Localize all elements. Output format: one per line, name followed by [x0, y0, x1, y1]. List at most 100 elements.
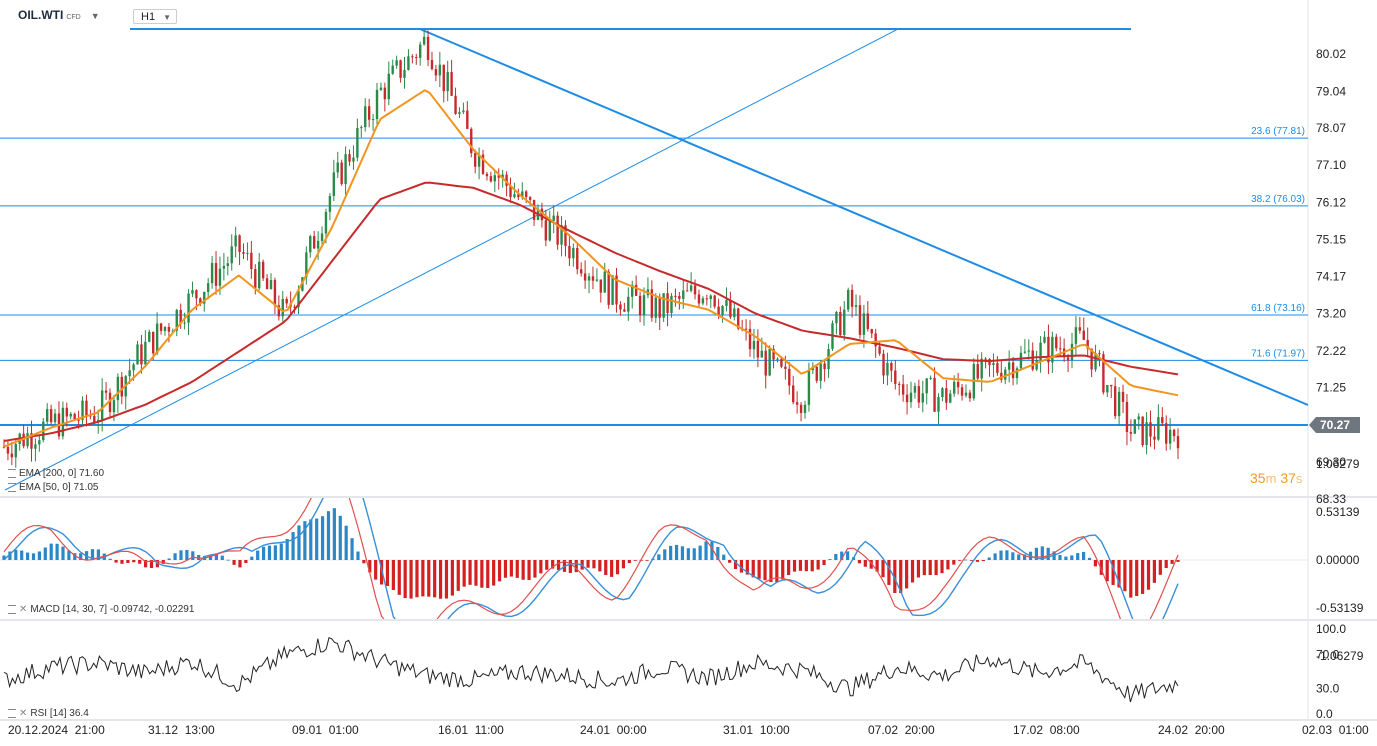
- macd-bar: [846, 551, 850, 560]
- macd-bar: [250, 556, 254, 560]
- candle-body: [603, 271, 606, 293]
- rsi-legend[interactable]: ✕ RSI [14] 36.4: [8, 708, 89, 719]
- candle-body: [874, 333, 877, 347]
- candle-body: [564, 225, 567, 246]
- candle-body: [277, 305, 281, 317]
- macd-bar: [1158, 560, 1162, 575]
- macd-bar: [486, 560, 490, 588]
- current-price-tag: 70.27: [1309, 417, 1360, 433]
- candle-body: [285, 299, 288, 304]
- macd-bar: [828, 559, 832, 560]
- macd-bar: [49, 543, 53, 560]
- macd-bar: [338, 515, 342, 560]
- close-icon[interactable]: ✕: [19, 708, 28, 719]
- candle-body: [854, 305, 858, 307]
- macd-bar: [309, 519, 313, 560]
- candle-body: [1074, 327, 1078, 344]
- ema200-legend[interactable]: EMA [200, 0] 71.60: [8, 468, 104, 479]
- macd-bar: [710, 541, 714, 560]
- timeframe-select[interactable]: H1 ▼: [133, 9, 177, 24]
- time-tick: 17.02 08:00: [1013, 723, 1080, 737]
- candle-body: [501, 174, 504, 178]
- candle-body: [93, 415, 96, 423]
- candle-body: [203, 291, 206, 304]
- candle-body: [218, 268, 222, 286]
- candle-body: [583, 273, 587, 281]
- macd-bar: [421, 560, 425, 597]
- candle-body: [336, 162, 339, 173]
- macd-tick: -0.53139: [1316, 601, 1364, 615]
- candle-body: [752, 340, 756, 350]
- candle-body: [792, 385, 795, 403]
- candle-body: [356, 128, 359, 158]
- candle-body: [803, 404, 807, 414]
- macd-bar: [480, 560, 484, 588]
- candle-body: [191, 290, 194, 294]
- macd-legend[interactable]: ✕ MACD [14, 30, 7] -0.09742, -0.02291: [8, 604, 194, 615]
- candle-body: [835, 312, 838, 324]
- macd-bar: [1176, 560, 1180, 562]
- candle-body: [403, 69, 406, 78]
- macd-bar: [722, 554, 726, 560]
- macd-bar: [179, 550, 183, 560]
- macd-bar: [910, 560, 915, 583]
- candle-body: [379, 87, 383, 90]
- candle-body: [654, 297, 657, 318]
- ema50-legend[interactable]: EMA [50, 0] 71.05: [8, 482, 99, 493]
- candle-body: [332, 172, 336, 196]
- candle-body: [316, 240, 320, 249]
- candle-body: [226, 263, 230, 266]
- candle-body: [1133, 419, 1137, 434]
- symbol-selector[interactable]: OIL.WTI CFD ▼: [18, 8, 100, 22]
- macd-bar: [261, 546, 266, 560]
- rsi-line: [3, 637, 1179, 703]
- candle-body: [489, 176, 493, 182]
- macd-bar: [474, 560, 478, 586]
- time-tick: 31.01 10:00: [723, 723, 790, 737]
- candle-body: [956, 381, 960, 388]
- candle-body: [1165, 423, 1168, 444]
- candle-body: [163, 326, 167, 331]
- macd-bar: [728, 560, 732, 563]
- macd-bar: [161, 560, 165, 564]
- macd-bar: [539, 560, 543, 574]
- candle-body: [587, 276, 591, 281]
- candle-body: [14, 444, 17, 458]
- fib-label: 71.6 (71.97): [1251, 348, 1305, 359]
- candle-body: [952, 381, 956, 394]
- candle-body: [312, 236, 316, 249]
- macd-bar: [698, 545, 702, 560]
- candle-body: [155, 323, 159, 354]
- candle-body: [846, 289, 850, 310]
- candle-body: [1082, 330, 1085, 340]
- macd-bar: [527, 560, 531, 581]
- candle-body: [631, 284, 634, 297]
- macd-bar: [686, 548, 690, 560]
- candle-body: [945, 388, 948, 403]
- macd-bar: [108, 558, 112, 560]
- macd-bar: [999, 550, 1003, 560]
- candle-body: [701, 298, 705, 304]
- candle-body: [407, 56, 410, 70]
- price-tick: 72.22: [1316, 344, 1346, 358]
- ema50-line: [3, 89, 1179, 448]
- candle-body: [206, 283, 210, 292]
- macd-bar: [120, 560, 124, 564]
- candle-body: [1149, 422, 1152, 437]
- macd-bar: [905, 560, 909, 589]
- price-tick: 73.20: [1316, 307, 1346, 321]
- macd-bar: [1099, 560, 1103, 575]
- candle-body: [148, 331, 151, 342]
- close-icon[interactable]: ✕: [19, 604, 28, 615]
- candle-body: [576, 248, 579, 270]
- candle-body: [823, 363, 826, 370]
- price-tick: 79.04: [1316, 84, 1346, 98]
- candle-body: [85, 400, 88, 416]
- candle-body: [419, 44, 422, 58]
- macd-bar: [226, 559, 230, 561]
- macd-bar: [556, 560, 561, 570]
- candle-body: [725, 300, 728, 306]
- macd-bar: [781, 560, 785, 580]
